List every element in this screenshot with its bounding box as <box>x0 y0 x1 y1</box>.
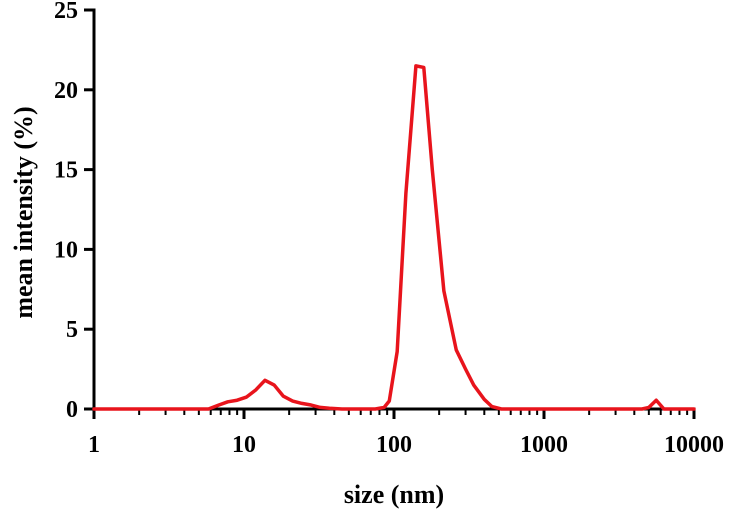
x-tick-label: 1 <box>88 432 100 458</box>
x-tick-label: 10000 <box>664 432 724 458</box>
x-axis-title: size (nm) <box>344 480 444 509</box>
series-layer <box>92 64 696 411</box>
y-axis-ticks: 0 5 10 15 20 25 <box>54 0 94 423</box>
y-axis-title: mean intensity (%) <box>9 106 38 318</box>
x-tick-label: 10 <box>232 432 256 458</box>
y-tick-label: 25 <box>54 0 78 24</box>
y-tick-label: 5 <box>66 317 78 343</box>
y-tick-label: 0 <box>66 397 78 423</box>
y-tick-label: 10 <box>54 237 78 263</box>
x-tick-label: 100 <box>376 432 412 458</box>
series-line <box>92 64 696 411</box>
x-tick-label: 1000 <box>520 432 568 458</box>
y-tick-label: 15 <box>54 158 78 184</box>
y-tick-label: 20 <box>54 78 78 104</box>
x-axis-ticks: 1 10 100 1000 10000 <box>88 409 724 458</box>
